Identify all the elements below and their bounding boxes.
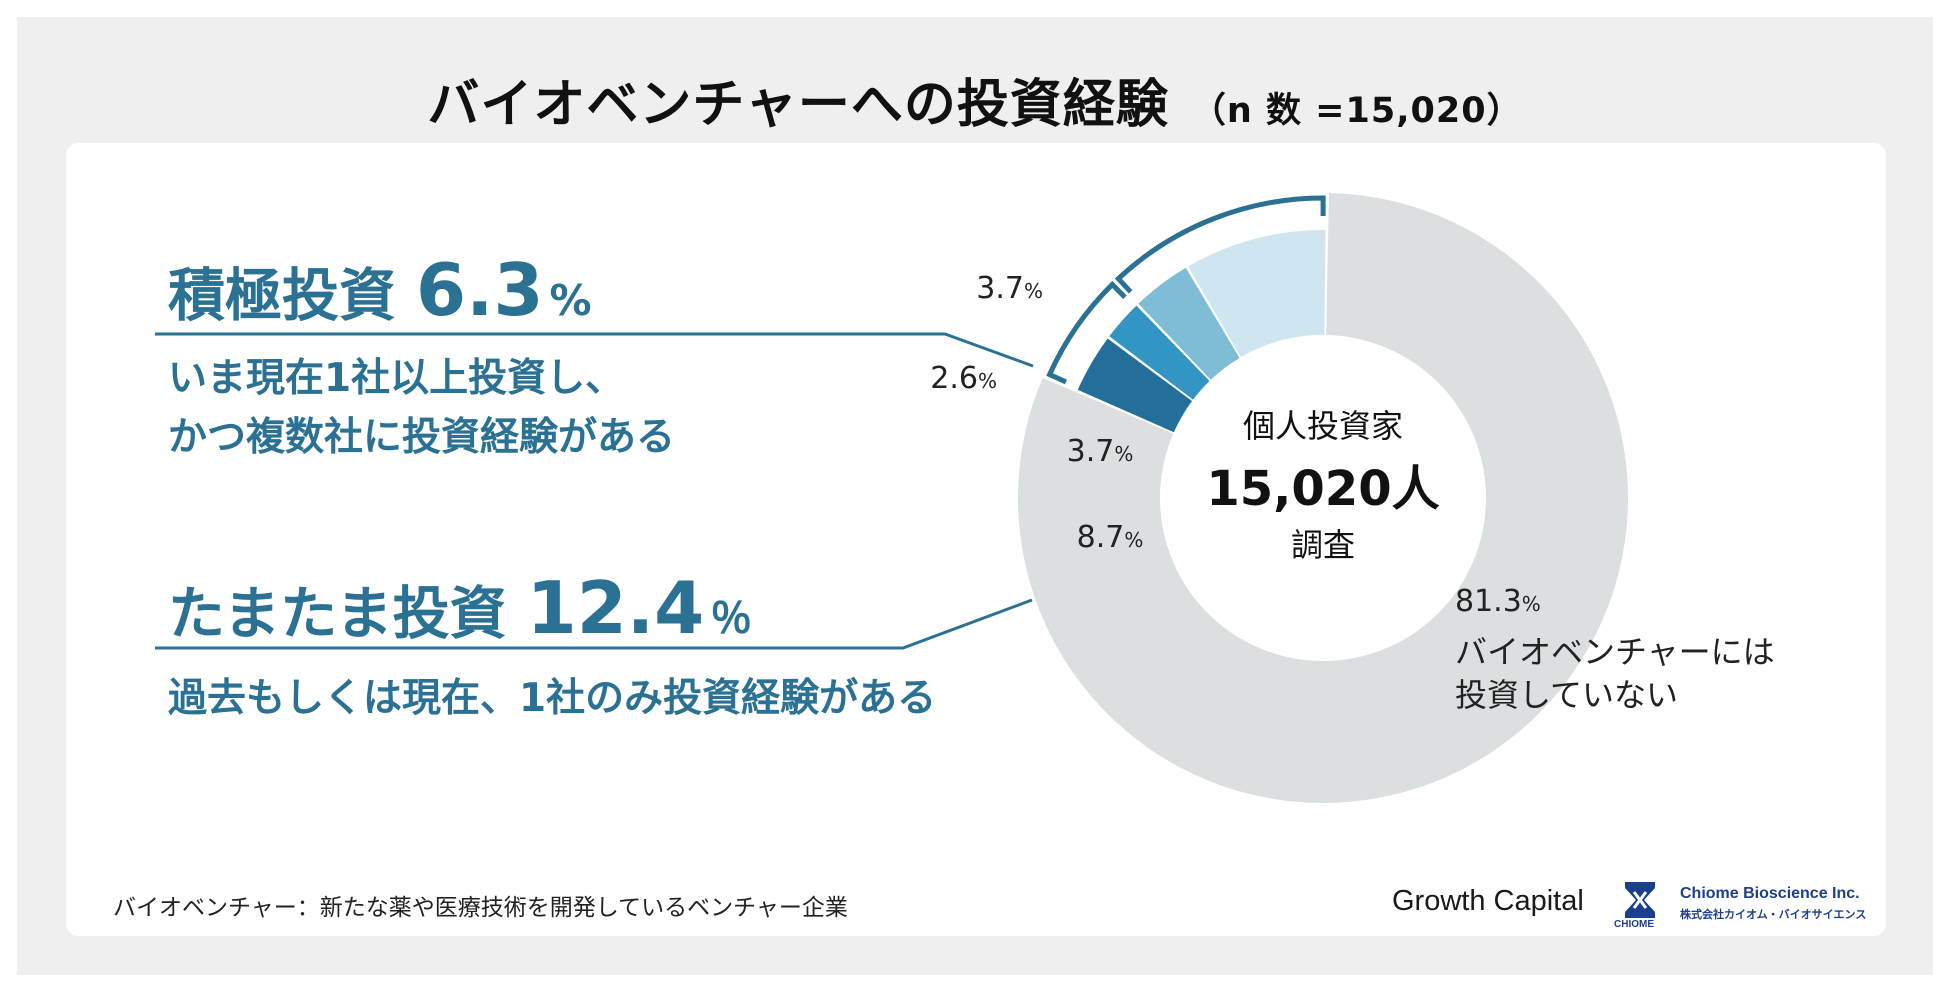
none-label-line2: 投資していない	[1455, 676, 1678, 714]
slice-label-4: 8.7%	[1077, 520, 1144, 555]
occasional-label: たまたま投資	[168, 581, 507, 647]
donut-slice-4	[1188, 230, 1326, 358]
title-main: バイオベンチャーへの投資経験	[427, 75, 1169, 135]
active-label: 積極投資	[168, 263, 396, 329]
chiome-company-name: Chiome Bioscience Inc.	[1680, 885, 1860, 902]
occasional-investment-headline: たまたま投資 12.4 ％	[168, 566, 752, 650]
footnote: バイオベンチャー：新たな薬や医療技術を開発しているベンチャー企業	[113, 895, 848, 921]
chiome-company-name-jp: 株式会社カイオム・バイオサイエンス	[1680, 908, 1867, 921]
active-investment-headline: 積極投資 6.3%	[168, 248, 592, 332]
donut-slice-2	[1109, 305, 1210, 400]
slice-label-5: 81.3%	[1455, 584, 1541, 619]
none-label-line1: バイオベンチャーには	[1455, 633, 1775, 671]
active-unit: %	[549, 276, 592, 325]
donut-slice-3	[1138, 267, 1240, 380]
occasional-group-bracket	[1114, 195, 1326, 294]
occasional-unit: ％	[710, 594, 753, 643]
slice-label-2: 2.6%	[930, 361, 997, 396]
growth-capital-logo: Growth Capital	[1392, 885, 1584, 917]
donut-slices	[1018, 193, 1628, 804]
slice-label-1: 3.7%	[976, 271, 1043, 306]
slice-labels: 3.7% 2.6% 3.7% 8.7% 81.3%	[930, 271, 1541, 619]
occasional-value: 12.4	[526, 566, 705, 650]
chiome-logo-mark: CHIOME	[1614, 919, 1654, 930]
center-label-top: 個人投資家	[1243, 407, 1403, 445]
active-value: 6.3	[416, 248, 544, 332]
donut-slice-5	[1018, 193, 1628, 804]
page-title: バイオベンチャーへの投資経験 （n 数 =15,020）	[0, 62, 1950, 137]
occasional-description: 過去もしくは現在、1社のみ投資経験がある	[168, 670, 936, 729]
active-group-bracket	[1046, 280, 1127, 385]
center-label-bottom: 調査	[1291, 526, 1355, 564]
occasional-connector-line	[155, 598, 1033, 650]
center-count: 15,020人	[1206, 461, 1439, 517]
chiome-logo-icon	[1625, 882, 1655, 918]
slice-label-3: 3.7%	[1067, 434, 1134, 469]
group-brackets	[1046, 195, 1326, 385]
title-sample-size: （n 数 =15,020）	[1190, 91, 1523, 131]
active-connector-line	[155, 332, 1034, 368]
active-desc-line2: かつ複数社に投資経験がある	[168, 414, 676, 460]
occasional-desc-line: 過去もしくは現在、1社のみ投資経験がある	[168, 676, 937, 721]
donut-slice-1	[1077, 338, 1193, 433]
active-description: いま現在1社以上投資し、 かつ複数社に投資経験がある	[168, 350, 675, 467]
active-desc-line1: いま現在1社以上投資し、	[168, 356, 625, 401]
